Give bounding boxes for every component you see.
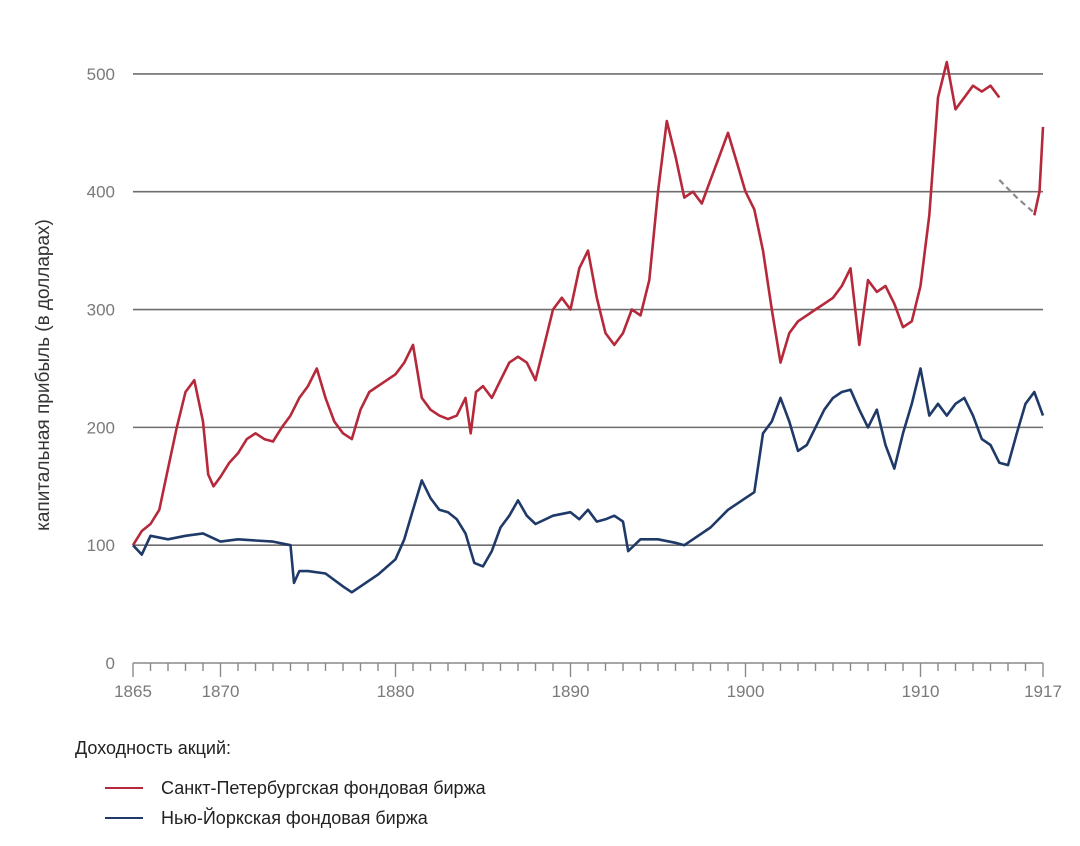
legend-label-new-york: Нью-Йоркская фондовая биржа bbox=[161, 807, 428, 828]
series-line-2 bbox=[1033, 126, 1045, 216]
x-axis: 1865 1870 1880 1890 1900 1910 1917 bbox=[114, 662, 1062, 701]
x-tick-label: 1880 bbox=[377, 682, 415, 701]
y-tick-label: 500 bbox=[87, 65, 115, 84]
y-tick-label: 0 bbox=[106, 654, 115, 673]
y-tick-labels: 0 100 200 300 400 500 bbox=[87, 65, 115, 673]
x-tick-label: 1900 bbox=[727, 682, 765, 701]
legend: Доходность акций: Санкт-Петербургская фо… bbox=[75, 738, 486, 833]
series-lines bbox=[131, 60, 1045, 594]
series-line-1 bbox=[998, 179, 1036, 214]
legend-swatch-st-petersburg bbox=[105, 787, 143, 789]
x-tick-label: 1870 bbox=[202, 682, 240, 701]
y-tick-label: 400 bbox=[87, 183, 115, 202]
series-line-0 bbox=[131, 60, 1001, 546]
legend-swatch-new-york bbox=[105, 817, 143, 819]
series-line-3 bbox=[132, 367, 1045, 594]
y-axis-label: капитальная прибыль (в долларах) bbox=[33, 219, 54, 531]
y-tick-label: 200 bbox=[87, 418, 115, 437]
x-tick-label: 1865 bbox=[114, 682, 152, 701]
y-tick-label: 300 bbox=[87, 301, 115, 320]
x-tick-label: 1890 bbox=[552, 682, 590, 701]
line-chart: 0 100 200 300 400 500 1865 1870 1880 1890 1900 191… bbox=[33, 60, 1062, 701]
gridlines bbox=[133, 73, 1043, 546]
legend-label-st-petersburg: Санкт-Петербургская фондовая биржа bbox=[161, 777, 486, 798]
x-tick-label: 1910 bbox=[902, 682, 940, 701]
legend-title: Доходность акций: bbox=[75, 738, 231, 758]
legend-item-st-petersburg: Санкт-Петербургская фондовая биржа bbox=[105, 773, 486, 803]
legend-item-new-york: Нью-Йоркская фондовая биржа bbox=[105, 803, 486, 833]
x-tick-label: 1917 bbox=[1024, 682, 1062, 701]
y-tick-label: 100 bbox=[87, 536, 115, 555]
